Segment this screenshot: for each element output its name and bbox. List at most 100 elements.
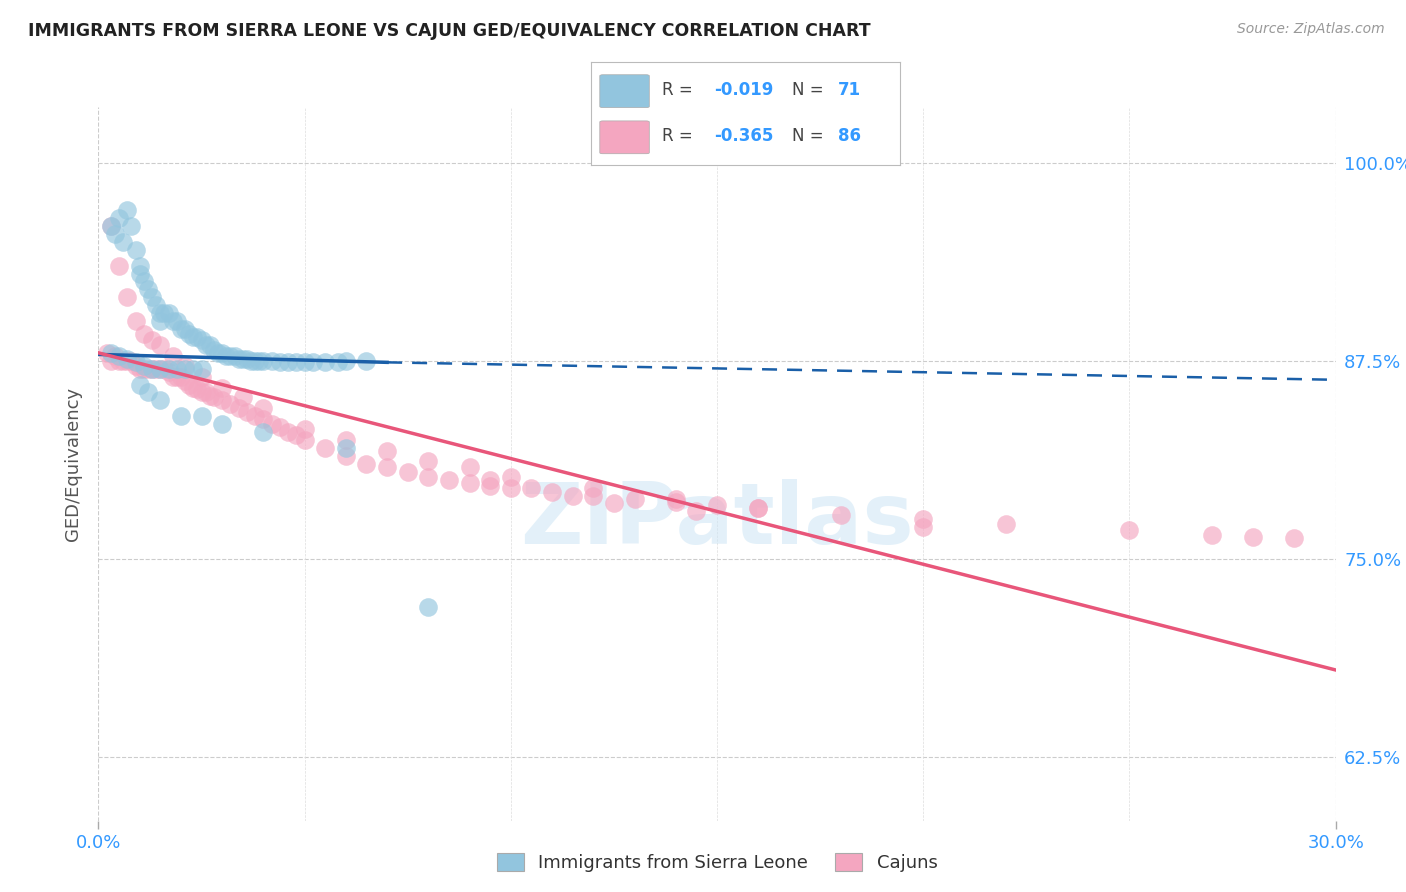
Point — [162, 314, 184, 328]
Point — [170, 369, 193, 384]
Text: N =: N = — [792, 128, 823, 145]
Point — [117, 353, 139, 368]
Point — [190, 409, 212, 424]
Point — [603, 496, 626, 510]
Point — [1241, 530, 1264, 544]
Point — [186, 382, 208, 396]
Point — [499, 469, 522, 483]
Point — [136, 361, 159, 376]
Point — [198, 389, 221, 403]
Point — [396, 465, 419, 479]
Point — [437, 473, 460, 487]
Point — [132, 361, 155, 376]
Point — [108, 211, 131, 225]
Point — [232, 352, 254, 367]
Point — [236, 404, 259, 418]
Point — [128, 377, 150, 392]
Point — [375, 460, 398, 475]
Point — [132, 326, 155, 341]
Point — [132, 359, 155, 373]
Point — [418, 599, 440, 614]
Point — [830, 508, 852, 522]
Point — [211, 393, 233, 408]
Text: -0.019: -0.019 — [714, 81, 773, 99]
Point — [582, 481, 605, 495]
Point — [120, 219, 142, 233]
Point — [623, 491, 645, 506]
Point — [228, 401, 250, 416]
Point — [228, 352, 250, 367]
FancyBboxPatch shape — [600, 75, 650, 108]
Point — [314, 441, 336, 455]
Point — [153, 306, 176, 320]
Point — [418, 453, 440, 467]
Point — [302, 355, 325, 369]
Point — [520, 481, 543, 495]
Point — [108, 349, 131, 363]
FancyBboxPatch shape — [600, 121, 650, 153]
Point — [277, 425, 299, 439]
Text: Source: ZipAtlas.com: Source: ZipAtlas.com — [1237, 22, 1385, 37]
Point — [104, 227, 127, 241]
Point — [149, 393, 172, 408]
Point — [194, 338, 217, 352]
Point — [166, 361, 188, 376]
Point — [202, 390, 225, 404]
Point — [149, 361, 172, 376]
Point — [190, 333, 212, 347]
Point — [117, 352, 139, 367]
Point — [252, 353, 274, 368]
Point — [747, 501, 769, 516]
Point — [112, 353, 135, 368]
Point — [375, 444, 398, 458]
Point — [269, 355, 291, 369]
Point — [356, 353, 378, 368]
Text: R =: R = — [662, 128, 692, 145]
Point — [149, 314, 172, 328]
Point — [136, 282, 159, 296]
Point — [215, 349, 238, 363]
Point — [252, 412, 274, 426]
Point — [141, 361, 163, 376]
Point — [179, 377, 201, 392]
Point — [252, 401, 274, 416]
Point — [240, 353, 263, 368]
Point — [561, 489, 583, 503]
Point — [128, 361, 150, 376]
Point — [117, 290, 139, 304]
Point — [294, 422, 316, 436]
Point — [100, 346, 122, 360]
Point — [170, 409, 193, 424]
Point — [541, 485, 564, 500]
Point — [243, 353, 266, 368]
Point — [181, 361, 204, 376]
Point — [479, 473, 502, 487]
Point — [145, 298, 167, 312]
Point — [356, 457, 378, 471]
Point — [124, 314, 146, 328]
Point — [174, 361, 197, 376]
Point — [170, 322, 193, 336]
Point — [912, 512, 935, 526]
Point — [190, 361, 212, 376]
Point — [100, 219, 122, 233]
Point — [277, 355, 299, 369]
Point — [117, 203, 139, 218]
Point — [179, 326, 201, 341]
Point — [418, 469, 440, 483]
Point — [190, 385, 212, 400]
Point — [128, 267, 150, 281]
Point — [685, 504, 707, 518]
Point — [294, 355, 316, 369]
Point — [335, 433, 357, 447]
Point — [211, 346, 233, 360]
Point — [132, 275, 155, 289]
Point — [994, 517, 1017, 532]
Point — [260, 353, 283, 368]
Point — [243, 409, 266, 424]
Point — [269, 420, 291, 434]
Text: R =: R = — [662, 81, 692, 99]
Point — [219, 396, 242, 410]
Point — [252, 425, 274, 439]
Point — [665, 495, 688, 509]
